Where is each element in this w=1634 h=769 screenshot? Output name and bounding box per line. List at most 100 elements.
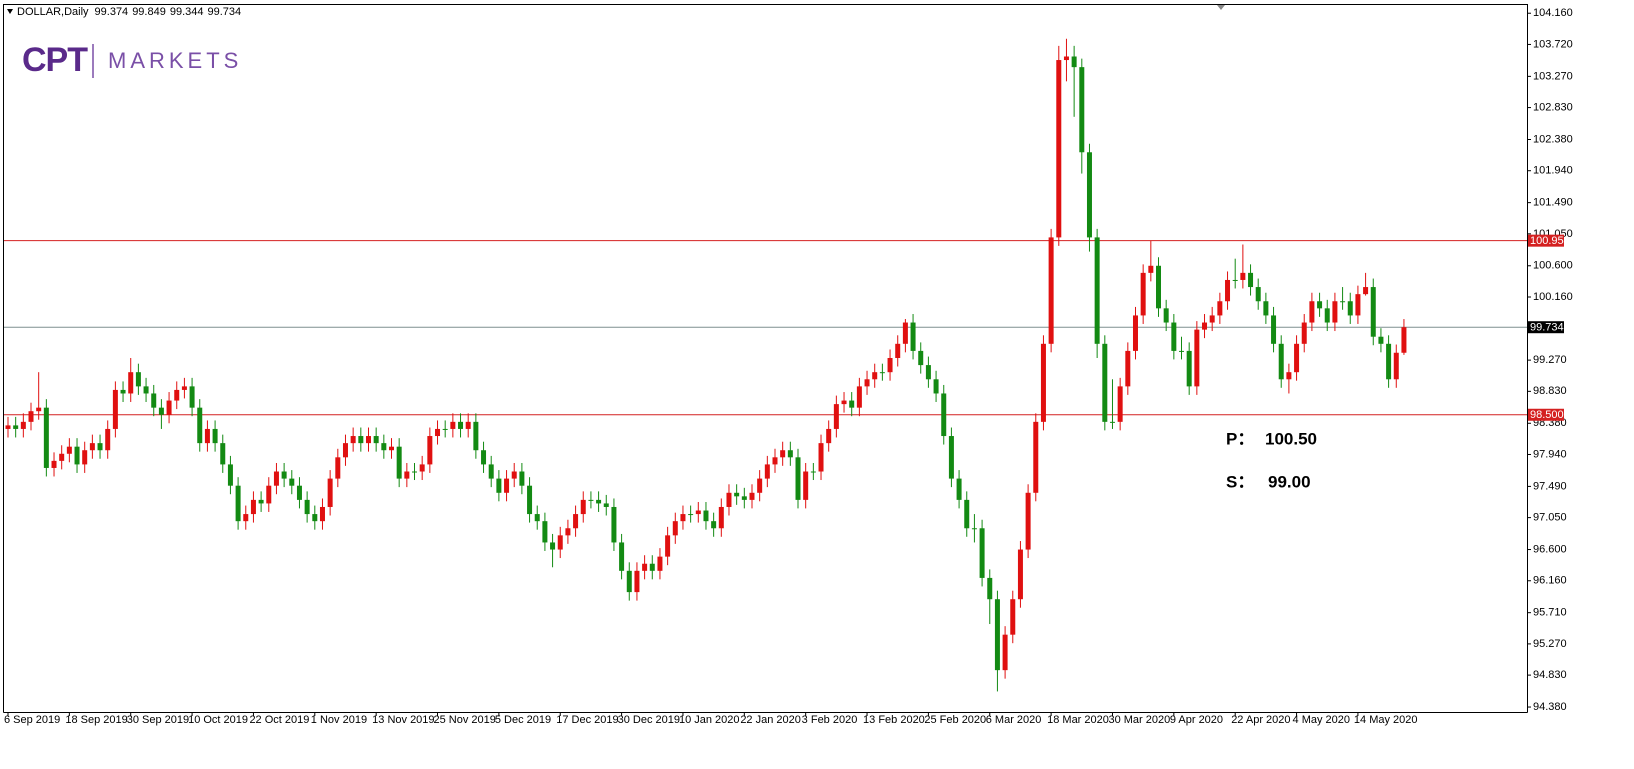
candle-body <box>1278 343 1284 380</box>
candle-body <box>672 521 678 536</box>
candle-body <box>458 421 464 429</box>
candle-body <box>1294 343 1300 373</box>
candle-body <box>971 528 977 530</box>
candle-body <box>296 485 302 500</box>
candle-body <box>1202 322 1208 330</box>
price-label: 99.734 <box>1530 322 1564 334</box>
annotation-label: P： <box>1226 429 1254 448</box>
candle-body <box>611 506 617 543</box>
candle-body <box>856 386 862 408</box>
candle-body <box>1079 67 1085 153</box>
candle-body <box>1340 301 1346 303</box>
x-tick-label: 25 Nov 2019 <box>434 714 496 726</box>
candle-body <box>1109 421 1115 423</box>
header-open: 99.374 <box>95 6 129 18</box>
y-tick-label: 97.490 <box>1533 480 1567 492</box>
candle-body <box>680 514 686 522</box>
y-tick-label: 94.830 <box>1533 669 1567 681</box>
y-tick-label: 96.160 <box>1533 575 1567 587</box>
candle-body <box>1171 322 1177 351</box>
candle-body <box>43 407 49 468</box>
candle-body <box>649 563 655 571</box>
x-tick-label: 4 May 2020 <box>1293 714 1350 726</box>
x-tick-label: 17 Dec 2019 <box>556 714 618 726</box>
candle-body <box>1378 336 1384 344</box>
candle-body <box>542 521 548 543</box>
x-tick-label: 14 May 2020 <box>1354 714 1418 726</box>
candle-body <box>435 428 441 437</box>
candle-body <box>603 503 609 507</box>
candle-body <box>1240 272 1246 280</box>
candle-body <box>902 322 908 344</box>
candle-body <box>365 436 371 444</box>
candle-body <box>250 499 256 515</box>
header-low: 99.344 <box>170 6 204 18</box>
candle-body <box>1179 350 1185 352</box>
candle-body <box>5 425 11 429</box>
candle-body <box>1025 492 1031 550</box>
candle-body <box>312 514 318 522</box>
candle-body <box>289 478 295 486</box>
candle-body <box>557 535 563 550</box>
x-tick-label: 10 Oct 2019 <box>188 714 248 726</box>
candle-body <box>174 389 180 401</box>
x-tick-label: 6 Mar 2020 <box>986 714 1042 726</box>
candle-body <box>143 386 149 394</box>
candle-body <box>810 471 816 473</box>
candle-body <box>741 496 747 500</box>
candle-body <box>757 478 763 493</box>
candle-body <box>764 464 770 479</box>
candle-body <box>13 425 19 429</box>
candle-body <box>1017 549 1023 600</box>
candle-body <box>818 443 824 472</box>
candle-body <box>158 407 164 415</box>
candle-body <box>419 464 425 472</box>
candle-body <box>488 464 494 479</box>
candle-body <box>412 471 418 473</box>
candle-body <box>688 514 694 516</box>
x-tick-label: 25 Feb 2020 <box>924 714 986 726</box>
candle-body <box>1401 327 1407 353</box>
candle-body <box>1056 60 1062 238</box>
candle-body <box>427 436 433 465</box>
candle-body <box>304 499 310 515</box>
candle-body <box>1140 272 1146 316</box>
candle-body <box>956 478 962 500</box>
chart-title: DOLLAR,Daily <box>17 6 89 18</box>
candle-body <box>826 428 832 444</box>
candle-body <box>925 365 931 380</box>
candle-body <box>734 492 740 497</box>
candle-body <box>565 528 571 536</box>
candle-body <box>381 443 387 451</box>
y-tick-label: 98.830 <box>1533 385 1567 397</box>
candle-body <box>258 499 264 504</box>
candle-body <box>511 471 517 479</box>
candle-body <box>97 443 103 451</box>
candle-body <box>987 577 993 600</box>
candle-body <box>887 358 893 373</box>
y-tick-label: 97.050 <box>1533 512 1567 524</box>
x-tick-label: 22 Jan 2020 <box>740 714 801 726</box>
candle-body <box>1363 287 1369 295</box>
candle-body <box>1248 272 1254 288</box>
candle-body <box>1393 352 1399 380</box>
y-tick-label: 95.270 <box>1533 638 1567 650</box>
y-tick-label: 103.720 <box>1533 38 1573 50</box>
candle-body <box>1132 315 1138 351</box>
candle-body <box>918 350 924 366</box>
x-tick-label: 22 Apr 2020 <box>1231 714 1290 726</box>
candle-body <box>396 446 402 479</box>
candle-body <box>59 453 65 461</box>
candle-body <box>1094 237 1100 344</box>
candle-body <box>1309 301 1315 323</box>
price-label-box <box>1528 234 1564 247</box>
candle-body <box>1194 329 1200 387</box>
candle-body <box>573 514 579 529</box>
y-tick-label: 101.490 <box>1533 197 1573 209</box>
candle-body <box>319 506 325 522</box>
candle-body <box>1186 350 1192 387</box>
candle-body <box>20 421 26 429</box>
x-tick-label: 30 Sep 2019 <box>127 714 189 726</box>
y-tick-label: 102.380 <box>1533 133 1573 145</box>
